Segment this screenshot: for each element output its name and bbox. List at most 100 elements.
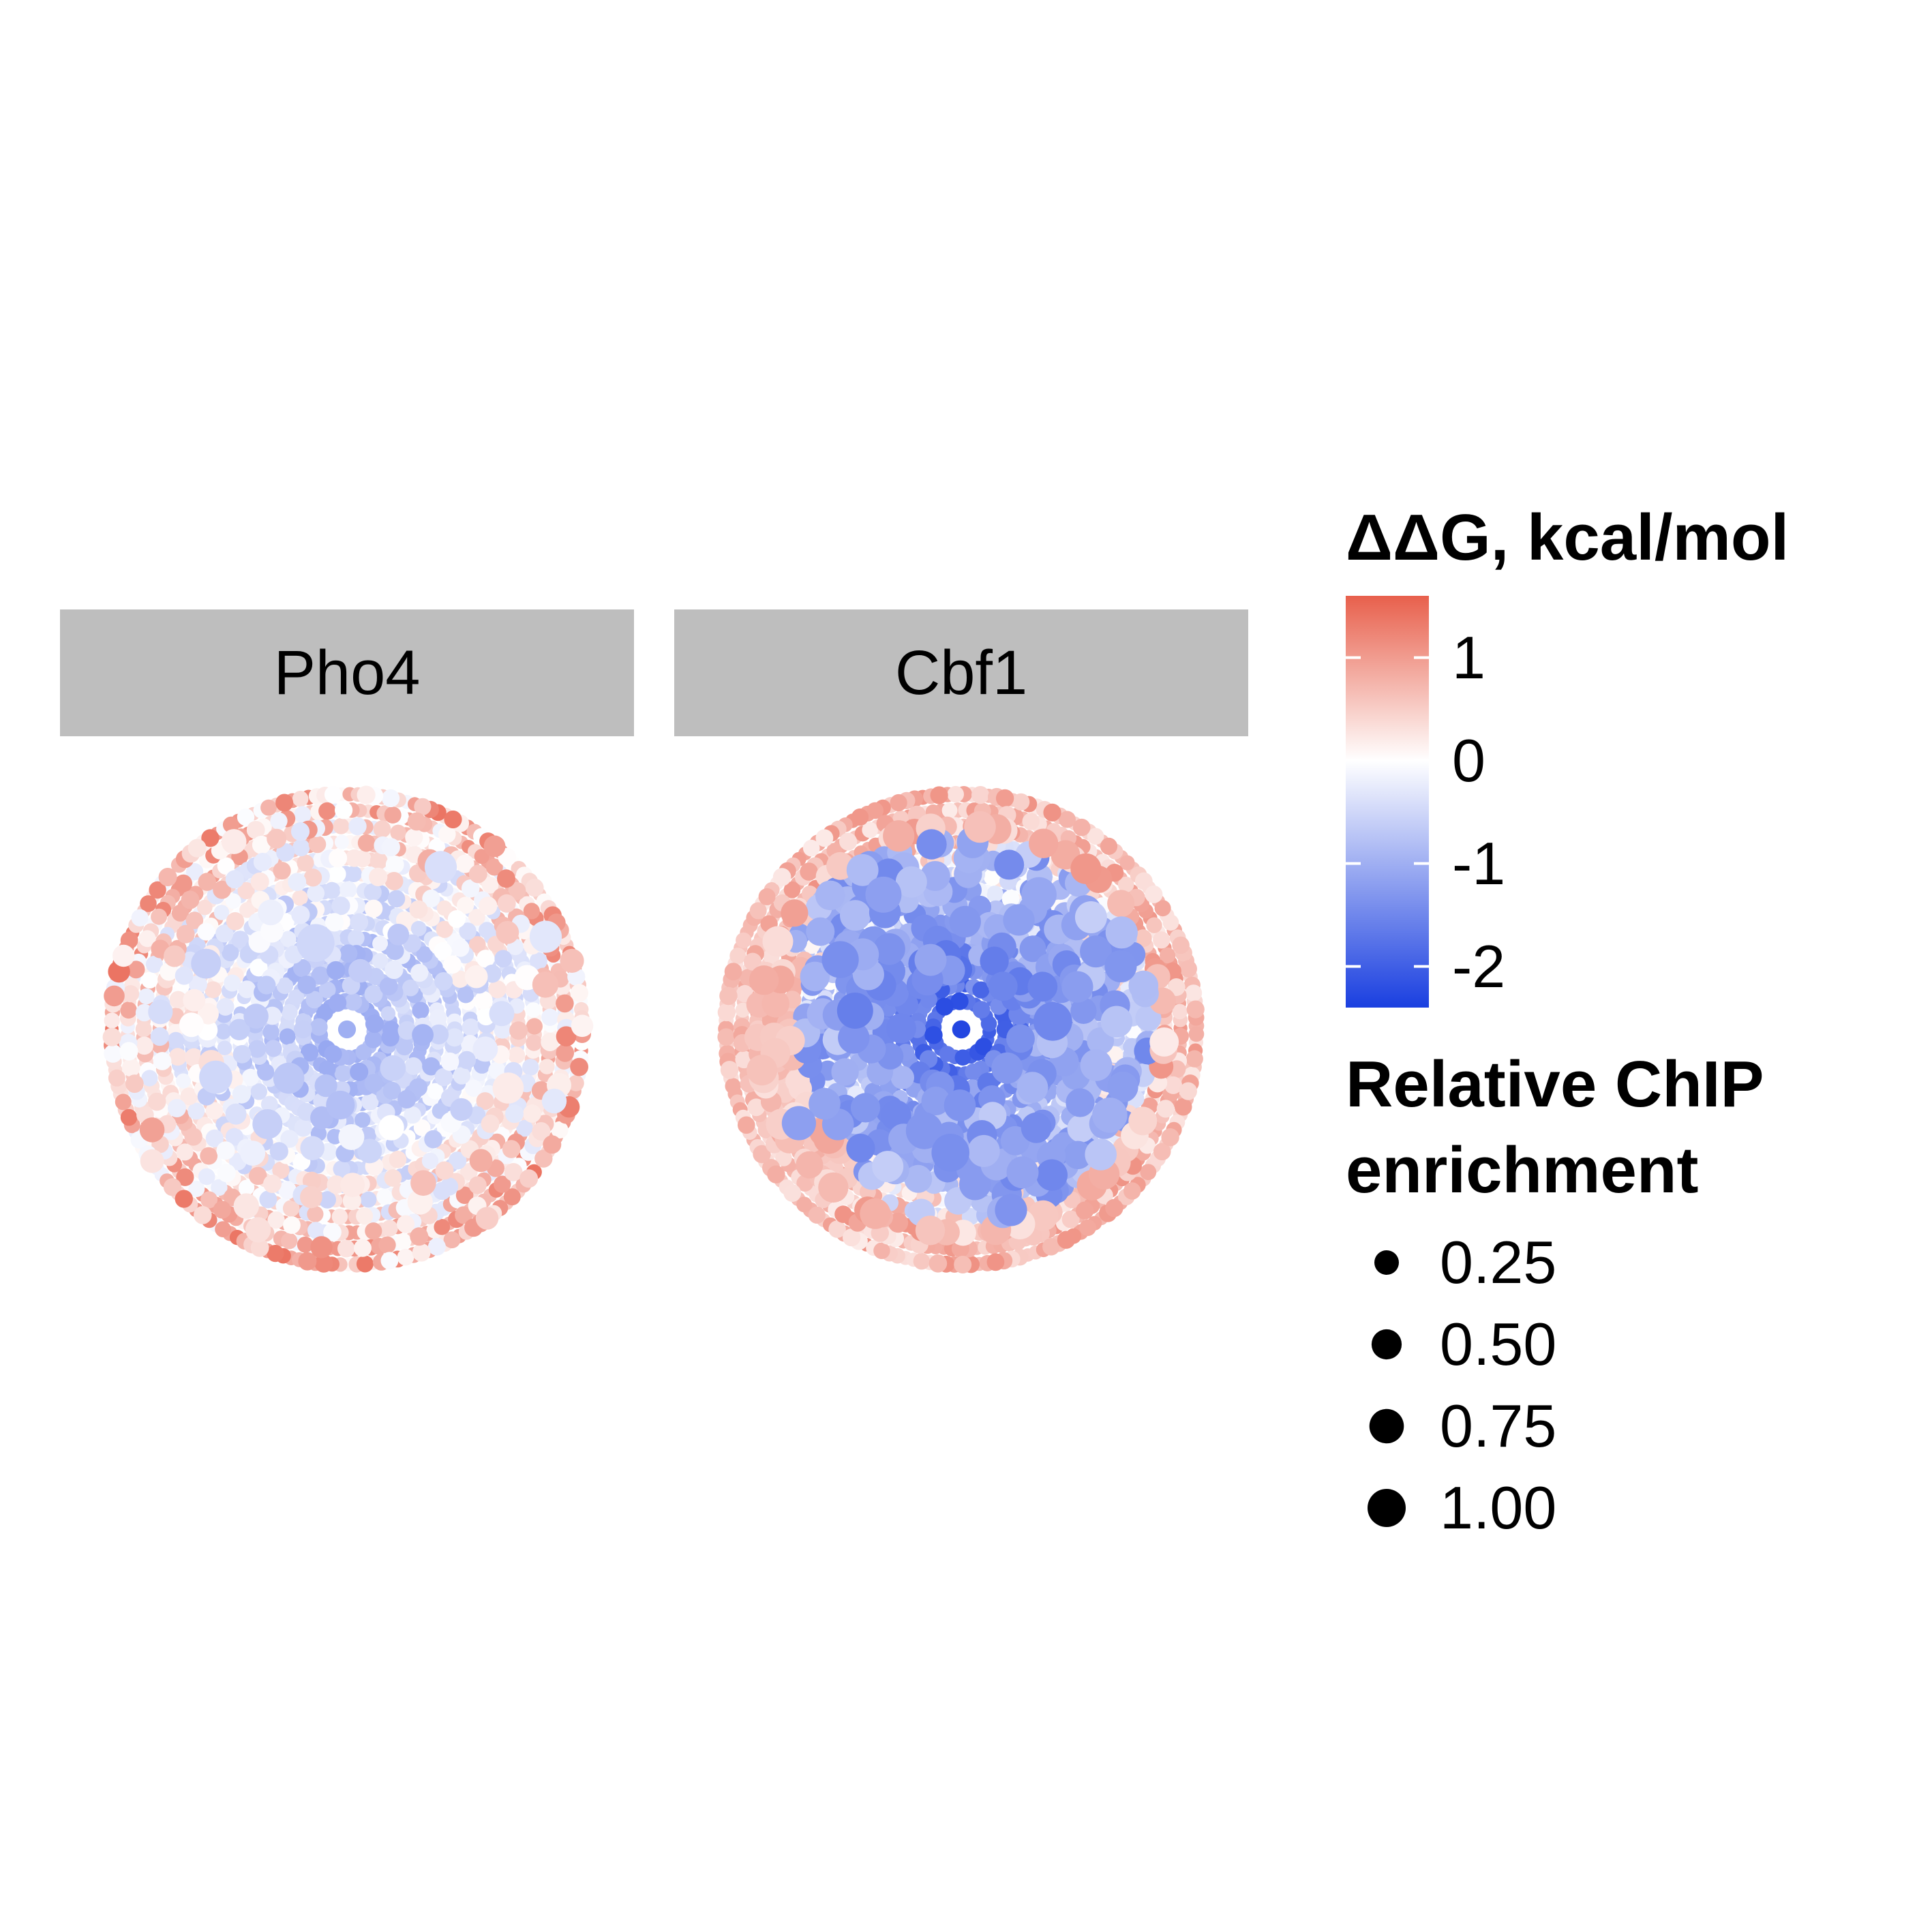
data-point [176,1168,194,1186]
data-point [434,972,453,991]
data-point [174,874,193,893]
data-point [746,1055,778,1086]
data-point [1156,1100,1175,1118]
data-point [237,808,255,826]
data-point [991,1052,1023,1084]
data-point [243,1003,269,1029]
data-point [504,1163,523,1181]
data-point [744,952,762,971]
data-point [1105,1198,1123,1218]
data-point [372,953,389,969]
data-point [1188,1026,1205,1042]
data-point [158,868,177,886]
data-point [815,829,834,847]
data-point [361,1093,379,1111]
data-point [215,1023,232,1040]
data-point [1119,855,1135,871]
data-point [187,1102,205,1120]
data-point [974,1038,993,1056]
data-point [1107,1071,1138,1103]
data-point [724,963,742,981]
data-point [200,1191,218,1209]
data-point [560,948,584,973]
data-point [469,1149,493,1173]
data-point [290,822,310,841]
data-point [410,920,427,937]
data-point [328,993,347,1012]
data-point [169,991,187,1008]
data-point [369,851,388,870]
data-point [267,1245,284,1263]
data-point [930,786,948,804]
data-point [339,881,357,899]
data-point [840,900,871,931]
data-point [523,1104,541,1123]
data-point [225,1103,247,1125]
data-point [384,806,402,824]
data-point [429,1024,449,1044]
data-point [197,1003,219,1025]
data-point [1059,811,1076,828]
data-point [781,1106,816,1141]
data-point [292,890,308,906]
data-point [179,1012,204,1038]
data-point [280,931,297,948]
data-point [355,1044,372,1061]
data-point [986,1253,1005,1271]
data-point [168,1099,186,1117]
data-point [959,1168,991,1201]
data-point [1067,1114,1096,1143]
data-point [806,917,835,946]
facet-panel-pho4 [102,785,594,1273]
data-point [965,1063,982,1081]
data-point [163,1178,182,1196]
size-legend-label: 1.00 [1440,1474,1557,1541]
data-point [729,948,746,964]
data-point [916,829,947,860]
size-legend-label: 0.50 [1440,1310,1557,1378]
data-point [200,1147,218,1165]
data-point [1042,1238,1060,1256]
data-point [311,966,330,985]
data-point [796,1196,813,1213]
data-point [427,1083,444,1100]
data-point [360,1191,377,1208]
data-point [357,1138,382,1164]
data-point [1016,1072,1048,1103]
data-point [1164,1076,1182,1094]
size-legend-keys [1368,1250,1406,1527]
data-point [895,866,927,898]
data-point [237,881,255,900]
data-point [462,1018,480,1036]
data-point [278,1181,297,1200]
data-point [335,801,353,819]
data-point [781,899,809,927]
data-point [231,931,250,948]
size-legend-label: 0.25 [1440,1228,1557,1296]
data-point [280,1130,299,1148]
data-point [350,1062,369,1081]
data-point [217,1040,232,1055]
data-point [372,935,389,952]
data-point [272,1161,290,1179]
data-point [348,929,365,947]
data-point [180,1087,198,1106]
data-point [224,974,241,992]
data-point [279,1028,296,1045]
data-point [972,1001,991,1018]
data-point [250,1239,269,1257]
data-point [345,849,363,867]
data-point [539,1059,555,1074]
data-point [476,1092,494,1111]
data-point [380,1055,406,1081]
data-point [846,854,879,886]
data-point [386,941,404,961]
data-point [120,931,138,950]
data-point [802,839,820,857]
data-point [851,808,869,826]
data-point [302,1171,321,1190]
data-point [323,881,341,899]
data-point [363,883,382,901]
data-point [1061,1210,1080,1228]
data-point [479,896,498,916]
